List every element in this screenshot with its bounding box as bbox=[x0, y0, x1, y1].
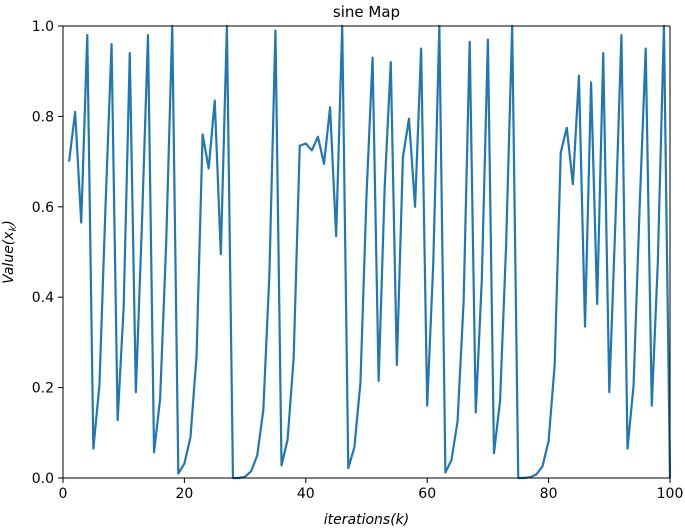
x-tick-label: 40 bbox=[297, 486, 315, 502]
y-axis-ticks: 0.0 0.2 0.4 0.6 0.8 1.0 bbox=[32, 19, 63, 487]
sine-map-series-line bbox=[67, 24, 672, 480]
x-tick-label: 20 bbox=[175, 486, 193, 502]
x-tick-label: 100 bbox=[657, 486, 684, 502]
axes-frame bbox=[62, 25, 671, 479]
x-axis-ticks: 0 20 40 60 80 100 bbox=[59, 478, 684, 502]
y-axis-label-base: Value(x bbox=[1, 231, 17, 284]
x-tick-label: 0 bbox=[59, 486, 68, 502]
y-tick-label: 0.6 bbox=[32, 200, 54, 216]
y-tick-label: 0.2 bbox=[32, 381, 54, 397]
y-axis-label-close: ) bbox=[1, 220, 17, 226]
chart-title: sine Map bbox=[333, 3, 400, 21]
y-tick-label: 0.0 bbox=[32, 471, 54, 487]
x-tick-label: 80 bbox=[540, 486, 558, 502]
y-tick-label: 0.4 bbox=[32, 290, 54, 306]
y-tick-label: 0.8 bbox=[32, 109, 54, 125]
y-tick-label: 1.0 bbox=[32, 19, 54, 35]
y-axis-label: Value(xk) bbox=[1, 220, 19, 284]
plot-area bbox=[63, 26, 670, 478]
x-axis-label: iterations(k) bbox=[324, 512, 409, 528]
x-tick-label: 60 bbox=[418, 486, 436, 502]
y-axis-label-subscript: k bbox=[8, 224, 19, 231]
